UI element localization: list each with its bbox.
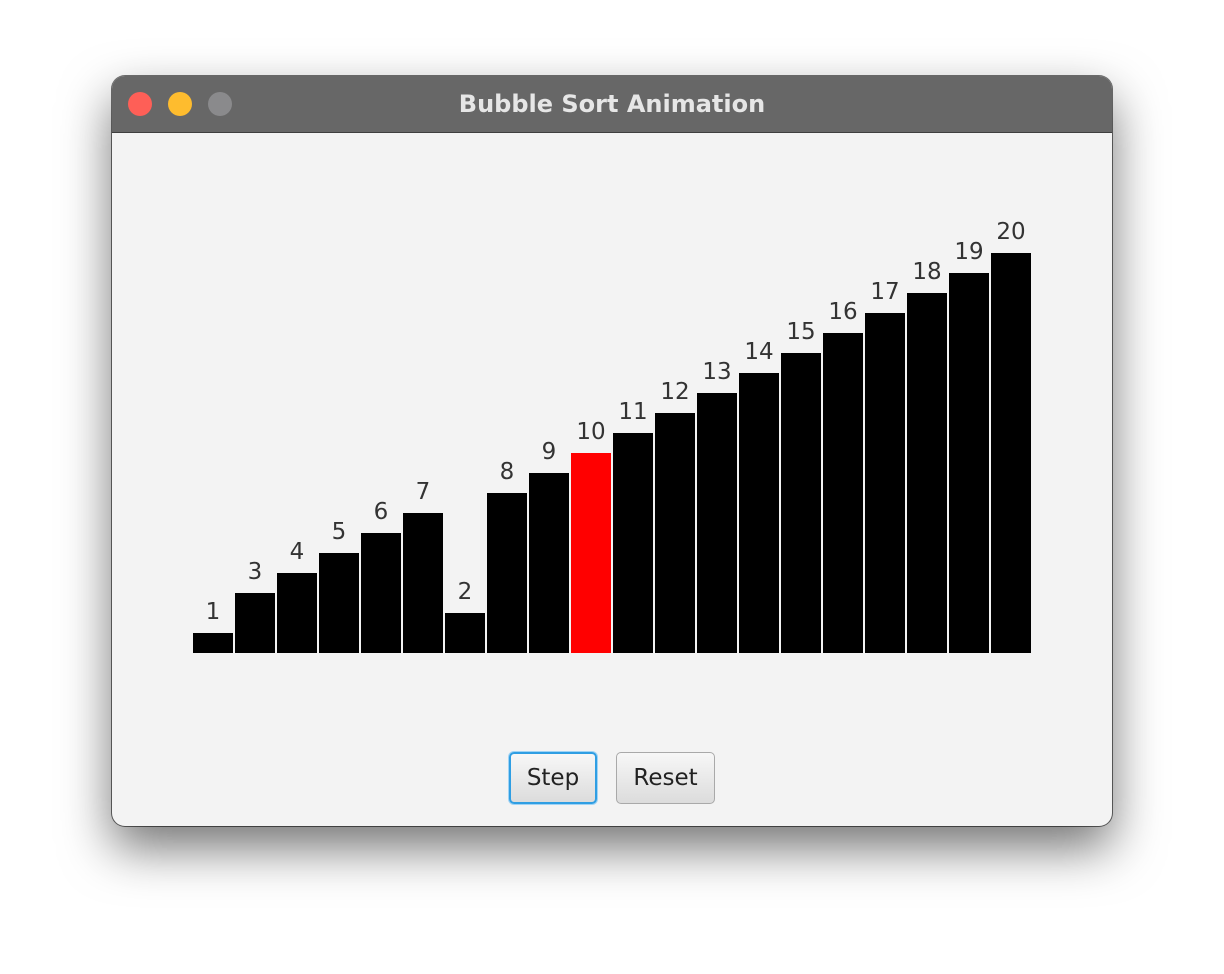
app-window: Bubble Sort Animation 1 3 4 5 6 7 2 8 9 10 11 12 13 1… <box>112 76 1112 826</box>
bar-value-label: 20 <box>996 219 1025 245</box>
step-button[interactable]: Step <box>509 752 597 804</box>
bar <box>739 373 779 653</box>
bar <box>193 633 233 653</box>
bar-value-label: 19 <box>954 239 983 265</box>
bar <box>319 553 359 653</box>
close-window-icon[interactable] <box>128 92 152 116</box>
bar-value-label: 12 <box>660 379 689 405</box>
title-bar[interactable]: Bubble Sort Animation <box>112 76 1112 133</box>
bar <box>529 473 569 653</box>
bar <box>235 593 275 653</box>
bar-chart: 1 3 4 5 6 7 2 8 9 10 11 12 13 14 15 16 17 18 19 20 <box>112 133 1112 753</box>
bar-value-label: 11 <box>618 399 647 425</box>
bar-value-label: 17 <box>870 279 899 305</box>
bar-value-label: 6 <box>374 499 389 525</box>
bar <box>823 333 863 653</box>
bar-value-label: 16 <box>828 299 857 325</box>
bar-value-label: 8 <box>500 459 515 485</box>
bar-highlighted <box>571 453 611 653</box>
bar-value-label: 18 <box>912 259 941 285</box>
bar-value-label: 4 <box>290 539 305 565</box>
bar <box>907 293 947 653</box>
bar-value-label: 9 <box>542 439 557 465</box>
reset-button[interactable]: Reset <box>616 752 715 804</box>
bar <box>613 433 653 653</box>
bar-value-label: 7 <box>416 479 431 505</box>
bar-value-label: 15 <box>786 319 815 345</box>
bar <box>865 313 905 653</box>
bar <box>781 353 821 653</box>
bar-value-label: 3 <box>248 559 263 585</box>
bar-value-label: 10 <box>576 419 605 445</box>
bar-value-label: 5 <box>332 519 347 545</box>
bar <box>697 393 737 653</box>
bar <box>361 533 401 653</box>
bar <box>655 413 695 653</box>
minimize-window-icon[interactable] <box>168 92 192 116</box>
window-title: Bubble Sort Animation <box>458 90 766 118</box>
bar-value-label: 1 <box>206 599 221 625</box>
zoom-window-icon[interactable] <box>208 92 232 116</box>
bar <box>403 513 443 653</box>
bar-value-label: 2 <box>458 579 473 605</box>
bar <box>949 273 989 653</box>
bar-value-label: 13 <box>702 359 731 385</box>
bar <box>991 253 1031 653</box>
bar-value-label: 14 <box>744 339 773 365</box>
bar <box>445 613 485 653</box>
bar <box>277 573 317 653</box>
bar <box>487 493 527 653</box>
